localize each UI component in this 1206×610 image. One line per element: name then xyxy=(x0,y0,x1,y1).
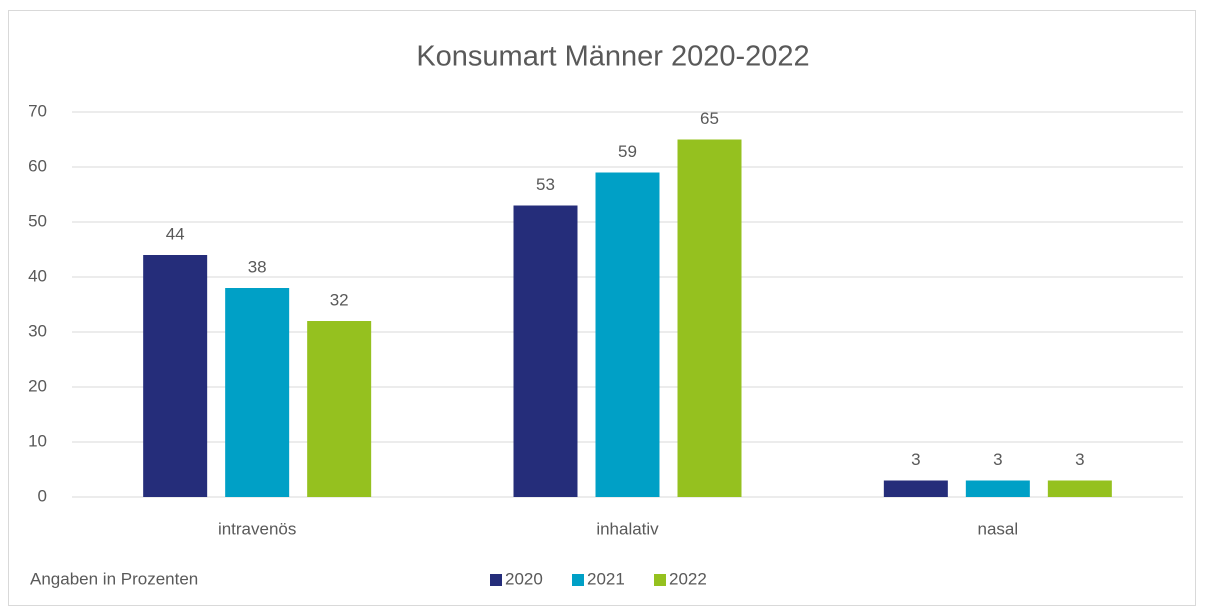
y-tick-label: 0 xyxy=(38,486,47,505)
data-label: 38 xyxy=(248,257,267,276)
annotation: Angaben in Prozenten xyxy=(30,569,198,588)
y-tick-label: 70 xyxy=(28,101,47,120)
y-tick-label: 50 xyxy=(28,211,47,230)
bar xyxy=(143,255,208,497)
chart-title: Konsumart Männer 2020-2022 xyxy=(416,41,809,73)
bar xyxy=(595,172,660,497)
legend-swatch xyxy=(490,574,502,586)
y-tick-label: 30 xyxy=(28,321,47,340)
bar xyxy=(1047,480,1112,497)
y-tick-label: 10 xyxy=(28,431,47,450)
y-tick-label: 40 xyxy=(28,266,47,285)
data-label: 65 xyxy=(700,109,719,128)
bar xyxy=(883,480,948,497)
data-label: 3 xyxy=(993,450,1002,469)
legend-swatch xyxy=(654,574,666,586)
data-label: 32 xyxy=(330,290,349,309)
x-tick-label: inhalativ xyxy=(596,519,659,538)
data-label: 44 xyxy=(166,224,185,243)
x-tick-label: intravenös xyxy=(218,519,296,538)
data-label: 59 xyxy=(618,142,637,161)
legend-label: 2021 xyxy=(587,569,625,588)
legend-swatch xyxy=(572,574,584,586)
legend-label: 2022 xyxy=(669,569,707,588)
y-tick-label: 20 xyxy=(28,376,47,395)
data-label: 3 xyxy=(911,450,920,469)
bar xyxy=(677,139,742,497)
bar xyxy=(513,205,578,497)
bar xyxy=(965,480,1030,497)
y-tick-label: 60 xyxy=(28,156,47,175)
data-label: 53 xyxy=(536,175,555,194)
bar xyxy=(225,288,290,497)
data-label: 3 xyxy=(1075,450,1084,469)
bar xyxy=(307,321,372,497)
legend-label: 2020 xyxy=(505,569,543,588)
x-tick-label: nasal xyxy=(978,519,1019,538)
